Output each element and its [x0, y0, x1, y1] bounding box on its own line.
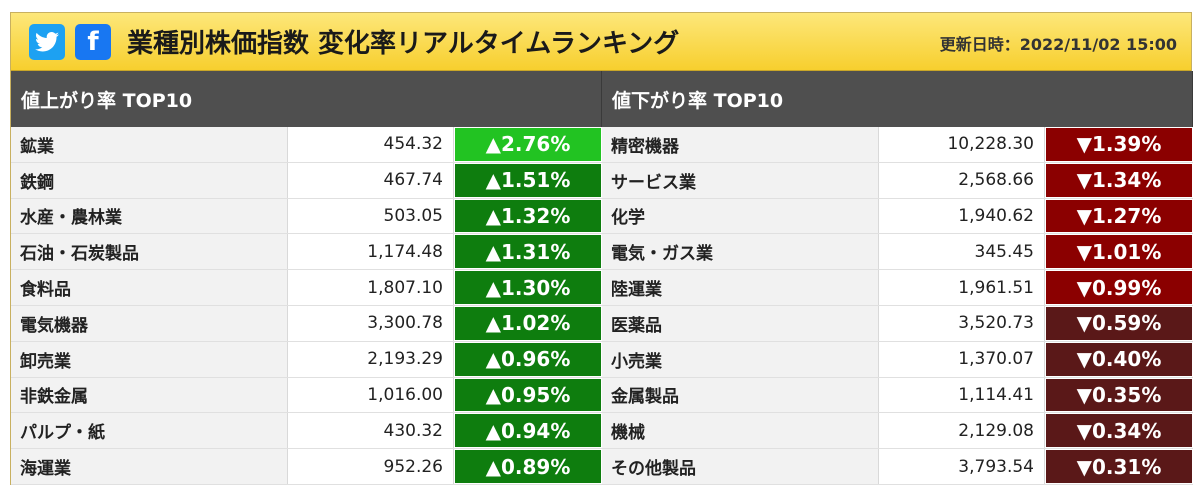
- losers-heading: 値下がり率 TOP10: [602, 71, 1193, 127]
- index-value: 952.26: [288, 449, 454, 484]
- table-row: サービス業 2,568.66 ▼1.34%: [602, 162, 1193, 199]
- index-value: 454.32: [288, 127, 454, 162]
- change-rate: ▼0.59%: [1045, 305, 1193, 341]
- index-value: 2,568.66: [879, 162, 1045, 198]
- table-row: 海運業 952.26 ▲0.89%: [11, 449, 602, 485]
- index-value: 1,016.00: [288, 377, 454, 413]
- sector-name: 電気・ガス業: [602, 234, 879, 270]
- change-rate: ▲0.89%: [454, 449, 602, 484]
- index-value: 3,300.78: [288, 305, 454, 341]
- page-title: 業種別株価指数 変化率リアルタイムランキング: [127, 29, 680, 59]
- table-row: その他製品 3,793.54 ▼0.31%: [602, 449, 1193, 485]
- sector-name: 鉄鋼: [11, 162, 288, 198]
- index-value: 2,129.08: [879, 413, 1045, 449]
- index-value: 503.05: [288, 198, 454, 234]
- sector-name: 卸売業: [11, 341, 288, 377]
- table-row: 陸運業 1,961.51 ▼0.99%: [602, 270, 1193, 306]
- change-rate: ▲0.95%: [454, 377, 602, 413]
- losers-table: 値下がり率 TOP10 精密機器 10,228.30 ▼1.39% サービス業 2,56…: [602, 71, 1193, 485]
- gainers-table: 値上がり率 TOP10 鉱業 454.32 ▲2.76% 鉄鋼 467.74 ▲1.51%…: [11, 71, 602, 485]
- change-rate: ▼0.31%: [1045, 449, 1193, 484]
- facebook-share-button[interactable]: f: [75, 23, 111, 60]
- change-rate: ▼0.34%: [1045, 413, 1193, 449]
- table-row: 化学 1,940.62 ▼1.27%: [602, 198, 1193, 235]
- sector-name: パルプ・紙: [11, 413, 288, 449]
- table-row: 非鉄金属 1,016.00 ▲0.95%: [11, 377, 602, 414]
- sector-name: 金属製品: [602, 377, 879, 413]
- sector-name: 電気機器: [11, 305, 288, 341]
- change-rate: ▲1.30%: [454, 270, 602, 305]
- change-rate: ▼0.99%: [1045, 270, 1193, 305]
- change-rate: ▲0.96%: [454, 341, 602, 377]
- index-value: 3,793.54: [879, 449, 1045, 484]
- index-value: 1,174.48: [288, 234, 454, 270]
- updated-timestamp: 更新日時：2022/11/02 15:00: [939, 35, 1177, 54]
- sector-name: 陸運業: [602, 270, 879, 305]
- change-rate: ▲1.51%: [454, 162, 602, 198]
- change-rate: ▲0.94%: [454, 413, 602, 449]
- facebook-icon: f: [87, 26, 99, 57]
- index-value: 1,940.62: [879, 198, 1045, 234]
- table-row: パルプ・紙 430.32 ▲0.94%: [11, 413, 602, 450]
- sector-name: 化学: [602, 198, 879, 234]
- sector-name: 精密機器: [602, 127, 879, 162]
- change-rate: ▼0.40%: [1045, 341, 1193, 377]
- change-rate: ▼1.39%: [1045, 127, 1193, 162]
- table-row: 食料品 1,807.10 ▲1.30%: [11, 270, 602, 306]
- table-row: 鉱業 454.32 ▲2.76%: [11, 127, 602, 163]
- sector-name: 水産・農林業: [11, 198, 288, 234]
- panel-header: f 業種別株価指数 変化率リアルタイムランキング 更新日時：2022/11/02…: [11, 13, 1191, 71]
- table-row: 金属製品 1,114.41 ▼0.35%: [602, 377, 1193, 414]
- index-value: 1,114.41: [879, 377, 1045, 413]
- sector-name: 食料品: [11, 270, 288, 305]
- table-row: 電気機器 3,300.78 ▲1.02%: [11, 305, 602, 342]
- gainers-heading: 値上がり率 TOP10: [11, 71, 602, 127]
- sector-name: その他製品: [602, 449, 879, 484]
- twitter-icon: [35, 31, 59, 51]
- change-rate: ▲1.32%: [454, 198, 602, 234]
- sector-name: 医薬品: [602, 305, 879, 341]
- table-row: 電気・ガス業 345.45 ▼1.01%: [602, 234, 1193, 271]
- change-rate: ▼1.34%: [1045, 162, 1193, 198]
- sector-name: サービス業: [602, 162, 879, 198]
- sector-name: 海運業: [11, 449, 288, 484]
- index-value: 467.74: [288, 162, 454, 198]
- index-value: 345.45: [879, 234, 1045, 270]
- table-row: 小売業 1,370.07 ▼0.40%: [602, 341, 1193, 378]
- index-value: 2,193.29: [288, 341, 454, 377]
- table-row: 医薬品 3,520.73 ▼0.59%: [602, 305, 1193, 342]
- index-value: 1,961.51: [879, 270, 1045, 305]
- index-value: 3,520.73: [879, 305, 1045, 341]
- change-rate: ▼1.27%: [1045, 198, 1193, 234]
- table-row: 鉄鋼 467.74 ▲1.51%: [11, 162, 602, 199]
- table-row: 機械 2,129.08 ▼0.34%: [602, 413, 1193, 450]
- change-rate: ▲1.31%: [454, 234, 602, 270]
- sector-name: 鉱業: [11, 127, 288, 162]
- change-rate: ▼1.01%: [1045, 234, 1193, 270]
- index-value: 430.32: [288, 413, 454, 449]
- table-row: 卸売業 2,193.29 ▲0.96%: [11, 341, 602, 378]
- sector-name: 小売業: [602, 341, 879, 377]
- change-rate: ▲2.76%: [454, 127, 602, 162]
- ranking-panel: f 業種別株価指数 変化率リアルタイムランキング 更新日時：2022/11/02…: [10, 12, 1193, 485]
- sector-name: 機械: [602, 413, 879, 449]
- change-rate: ▼0.35%: [1045, 377, 1193, 413]
- sector-name: 石油・石炭製品: [11, 234, 288, 270]
- sector-name: 非鉄金属: [11, 377, 288, 413]
- index-value: 1,370.07: [879, 341, 1045, 377]
- index-value: 1,807.10: [288, 270, 454, 305]
- change-rate: ▲1.02%: [454, 305, 602, 341]
- twitter-share-button[interactable]: [29, 23, 65, 60]
- table-row: 水産・農林業 503.05 ▲1.32%: [11, 198, 602, 235]
- index-value: 10,228.30: [879, 127, 1045, 162]
- table-row: 精密機器 10,228.30 ▼1.39%: [602, 127, 1193, 163]
- table-row: 石油・石炭製品 1,174.48 ▲1.31%: [11, 234, 602, 271]
